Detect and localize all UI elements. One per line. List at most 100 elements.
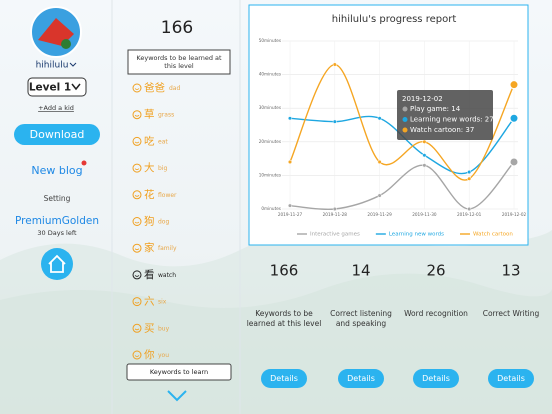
stat-value: 13 <box>501 262 520 280</box>
keywords-button[interactable] <box>126 363 232 381</box>
stat-label: Correct Writing <box>482 309 540 318</box>
stat-label: Word recognition <box>404 309 468 318</box>
data-point[interactable] <box>422 153 427 158</box>
data-point[interactable] <box>467 169 472 175</box>
home-button[interactable] <box>41 248 73 280</box>
y-tick-label: 40minutes <box>259 72 281 77</box>
data-point[interactable] <box>509 113 519 123</box>
tooltip-title: 2019-12-02 <box>402 95 443 103</box>
data-point[interactable] <box>332 62 337 67</box>
keyword-hanzi[interactable]: 花 <box>144 188 155 201</box>
keyword-hanzi[interactable]: 草 <box>144 109 155 121</box>
data-point[interactable] <box>287 159 293 165</box>
keyword-english: you <box>158 352 169 359</box>
keyword-hanzi[interactable]: 看 <box>144 268 155 281</box>
data-point[interactable] <box>287 203 293 208</box>
x-tick-label: 2019-11-30 <box>412 212 437 217</box>
keyword-hanzi[interactable]: 吃 <box>144 134 155 147</box>
avatar-art <box>61 39 71 49</box>
y-tick-label: 10minutes <box>259 172 281 177</box>
keyword-hanzi[interactable]: 买 <box>144 322 155 334</box>
x-tick-label: 2019-11-27 <box>278 212 303 217</box>
details-button[interactable] <box>488 369 534 388</box>
x-tick-label: 2019-12-01 <box>457 212 482 217</box>
stat-value: 166 <box>270 262 299 280</box>
keyword-english: dog <box>158 219 169 226</box>
data-point[interactable] <box>332 119 337 124</box>
details-button[interactable] <box>413 369 459 388</box>
username[interactable]: hihilulu <box>36 61 69 71</box>
details-button[interactable] <box>338 369 384 388</box>
keywords-header: Keywords to be learned at this level <box>136 54 222 70</box>
keyword-hanzi[interactable]: 六 <box>144 296 155 308</box>
chart-title: hihilulu's progress report <box>332 14 457 25</box>
keyword-icon <box>132 217 142 226</box>
tooltip-line: Learning new words: 27 <box>410 116 494 124</box>
level: Level 1 <box>29 82 71 94</box>
keyword-icon <box>134 195 140 197</box>
avatar-art <box>38 18 74 46</box>
keyword-icon <box>134 301 140 304</box>
keyword-icon <box>132 297 142 307</box>
keyword-english: buy <box>158 325 170 332</box>
data-point[interactable] <box>422 163 427 168</box>
keyword-english: watch <box>158 272 176 279</box>
data-point[interactable] <box>467 176 472 181</box>
keyword-icon <box>134 221 140 224</box>
legend-label[interactable]: Watch cartoon <box>473 232 513 238</box>
data-point[interactable] <box>422 139 427 144</box>
level-select[interactable] <box>27 77 87 97</box>
keyword-hanzi[interactable]: 爸爸 <box>144 81 165 94</box>
keyword-icon <box>132 136 142 146</box>
stat-label: Keywords to be learned at this level <box>246 309 322 328</box>
scroll-down[interactable] <box>167 390 187 402</box>
keyword-hanzi[interactable]: 狗 <box>144 215 155 228</box>
x-tick-label: 2019-12-02 <box>502 212 527 217</box>
keyword-icon <box>132 163 142 173</box>
keyword-english: six <box>158 299 167 306</box>
legend-label[interactable]: Learning new words <box>389 232 444 238</box>
tooltip <box>397 90 493 140</box>
keyword-hanzi[interactable]: 家 <box>144 241 155 254</box>
data-point[interactable] <box>509 80 519 90</box>
keyword-icon <box>132 190 142 200</box>
notification-dot <box>81 160 87 166</box>
membership: PremiumGolden <box>15 215 99 227</box>
data-point[interactable] <box>377 159 382 165</box>
keyword-english: grass <box>158 112 174 119</box>
download-label: Download <box>30 128 85 141</box>
keyword-icon <box>132 350 142 360</box>
data-point[interactable] <box>377 116 382 121</box>
tooltip-dot <box>402 127 408 133</box>
keyword-icon <box>134 114 140 117</box>
legend-label[interactable]: Interactive games <box>310 232 360 238</box>
keyword-hanzi[interactable]: 大 <box>144 161 155 174</box>
y-tick-label: 0minutes <box>261 206 281 211</box>
data-point[interactable] <box>332 206 337 212</box>
details-button[interactable] <box>261 369 307 388</box>
details-label: Details <box>347 374 375 383</box>
keywords-button-label: Keywords to learn <box>150 368 208 376</box>
details-label: Details <box>270 374 298 383</box>
download-button[interactable] <box>14 124 100 145</box>
keyword-english: big <box>158 165 167 172</box>
x-tick-label: 2019-11-28 <box>323 212 348 217</box>
new-blog[interactable]: New blog <box>31 164 82 177</box>
tooltip-line: Watch cartoon: 37 <box>410 126 474 134</box>
add-kid[interactable]: +Add a kid <box>38 104 74 112</box>
days-left: 30 Days left <box>37 229 77 237</box>
keyword-english: flower <box>158 192 177 199</box>
y-tick-label: 20minutes <box>259 139 281 144</box>
keyword-icon <box>134 141 140 144</box>
chevron <box>69 62 77 67</box>
keyword-icon <box>132 323 142 333</box>
data-point[interactable] <box>509 157 519 167</box>
data-point[interactable] <box>467 206 472 212</box>
keyword-icon <box>132 243 142 253</box>
setting[interactable]: Setting <box>44 194 71 203</box>
keyword-hanzi[interactable]: 你 <box>144 348 155 361</box>
tooltip-line: Play game: 14 <box>410 105 461 113</box>
keyword-icon <box>134 328 140 331</box>
data-point[interactable] <box>377 193 382 198</box>
data-point[interactable] <box>287 116 293 121</box>
